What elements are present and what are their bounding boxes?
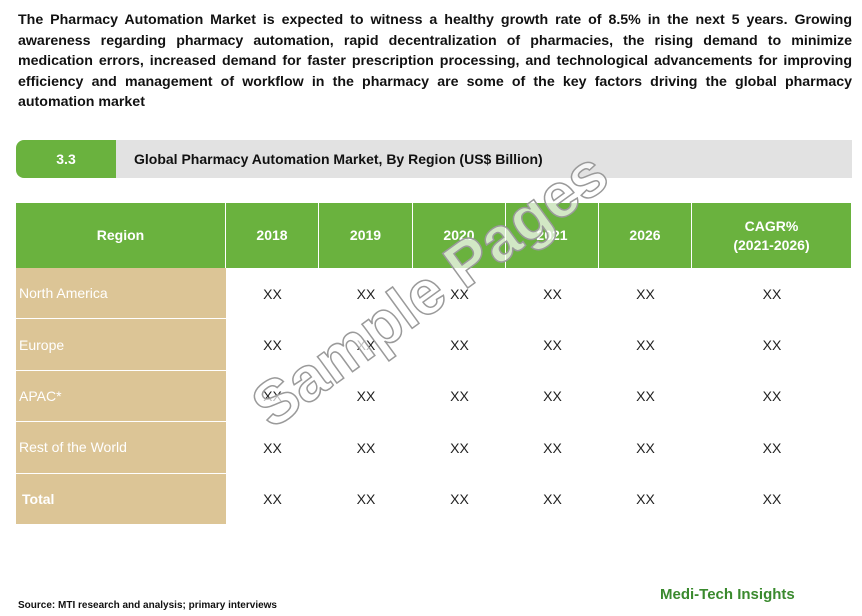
section-title: Global Pharmacy Automation Market, By Re…: [116, 140, 852, 178]
header-cell: CAGR% (2021-2026): [692, 203, 852, 268]
data-cell: XX: [636, 337, 655, 354]
data-cell: XX: [762, 337, 782, 354]
data-cell: XX: [762, 439, 782, 456]
data-cell: XX: [636, 439, 655, 456]
data-cell: XX: [263, 388, 282, 405]
region-cell: North America: [16, 268, 226, 320]
data-cell: XX: [450, 491, 469, 508]
data-cell: XX: [636, 388, 655, 405]
logo: Medi-Tech Insights: [660, 586, 795, 603]
data-cell: XX: [543, 337, 562, 354]
data-cell: XX: [356, 388, 376, 405]
header-cell: 2019: [319, 203, 413, 268]
data-cell: XX: [263, 439, 282, 456]
data-cell: XX: [450, 439, 469, 456]
data-cell: XX: [450, 388, 469, 405]
header-cell: 2026: [599, 203, 692, 268]
region-cell: Rest of the World: [16, 422, 226, 474]
data-cell: XX: [762, 388, 782, 405]
section-number: 3.3: [16, 140, 116, 178]
data-cell: XX: [636, 285, 655, 302]
header-cell: 2018: [226, 203, 319, 268]
data-cell: XX: [356, 491, 376, 508]
data-cell: XX: [762, 491, 782, 508]
data-cell: XX: [356, 337, 376, 354]
data-cell: XX: [263, 337, 282, 354]
region-cell: APAC*: [16, 370, 226, 423]
data-cell: XX: [356, 439, 376, 456]
data-cell: XX: [762, 285, 782, 302]
source-note: Source: MTI research and analysis; prima…: [18, 600, 277, 611]
header-cell: 2021: [506, 203, 599, 268]
data-cell: XX: [263, 491, 282, 508]
data-cell: XX: [543, 439, 562, 456]
data-cell: XX: [263, 285, 282, 302]
region-cell: Europe: [16, 319, 226, 371]
data-cell: XX: [543, 491, 562, 508]
region-cell: Total: [16, 473, 226, 525]
header-cell: 2020: [413, 203, 506, 268]
intro-text: The Pharmacy Automation Market is expect…: [18, 12, 852, 110]
data-cell: XX: [543, 285, 562, 302]
data-cell: XX: [450, 285, 469, 302]
data-cell: XX: [636, 491, 655, 508]
data-cell: XX: [450, 337, 469, 354]
data-cell: XX: [356, 285, 376, 302]
data-cell: XX: [543, 388, 562, 405]
header-cell: Region: [16, 203, 226, 268]
